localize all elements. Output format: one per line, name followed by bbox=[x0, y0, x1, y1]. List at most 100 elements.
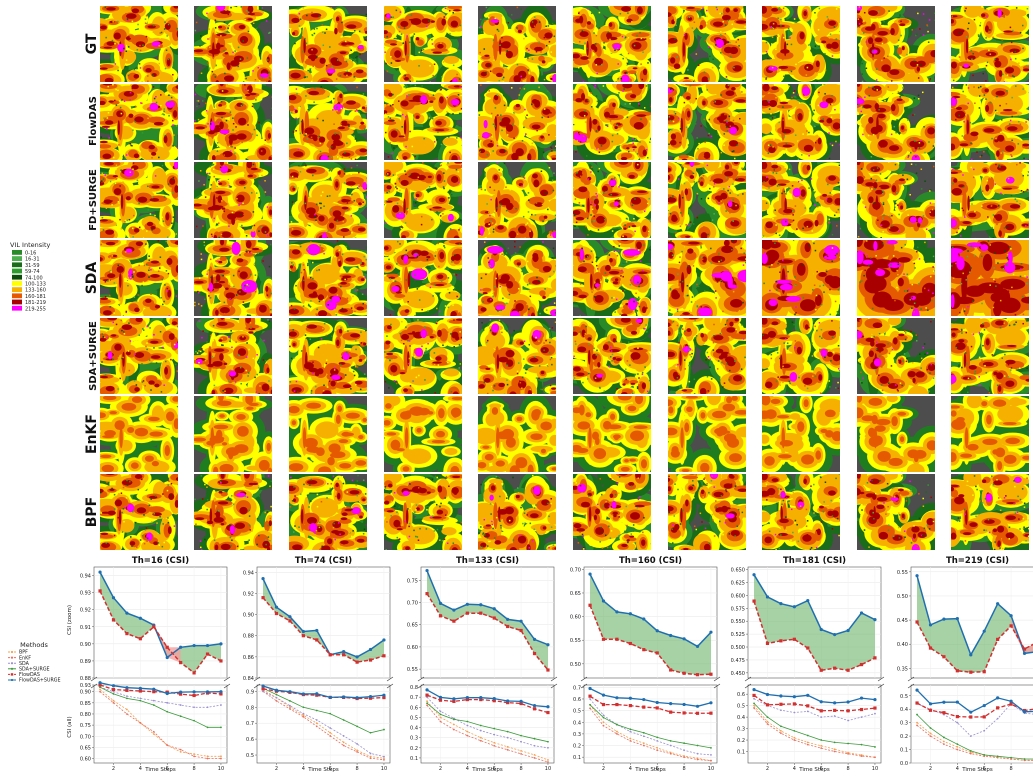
data-point bbox=[930, 733, 932, 735]
data-point bbox=[153, 733, 155, 735]
data-point bbox=[343, 745, 345, 747]
data-point bbox=[382, 638, 385, 641]
full-ytick-label: 0.80 bbox=[80, 712, 91, 718]
data-point bbox=[356, 725, 358, 727]
data-point bbox=[603, 725, 605, 727]
data-point bbox=[343, 719, 345, 721]
data-point bbox=[793, 737, 795, 739]
colorbar-label: 181-219 bbox=[25, 300, 46, 306]
radar-frame-gt-6 bbox=[556, 0, 669, 92]
data-point bbox=[452, 697, 455, 700]
data-point bbox=[956, 746, 958, 748]
data-point bbox=[520, 750, 522, 752]
data-point bbox=[997, 718, 999, 720]
data-point bbox=[275, 606, 278, 609]
row-label-enkf: EnKF bbox=[84, 414, 100, 454]
xaxis-label: Time Steps bbox=[961, 767, 993, 773]
full-ytick-label: 0.6 bbox=[410, 705, 418, 711]
full-ytick-label: 0.7 bbox=[410, 695, 418, 701]
data-point bbox=[943, 741, 945, 743]
legend-item-enkf: EnKF bbox=[19, 655, 31, 661]
data-point bbox=[656, 706, 659, 709]
data-point bbox=[766, 693, 769, 696]
colorbar-swatch bbox=[12, 287, 22, 292]
data-point bbox=[779, 694, 782, 697]
full-ytick-label: 0.6 bbox=[737, 692, 745, 698]
data-point bbox=[753, 702, 755, 704]
colorbar-label: 74-100 bbox=[25, 275, 43, 281]
data-point bbox=[289, 700, 291, 702]
data-point bbox=[356, 749, 358, 751]
colorbar-label: 133-160 bbox=[25, 288, 46, 294]
full-ytick-label: 0.6 bbox=[246, 737, 254, 743]
xtick-label: 2 bbox=[602, 766, 605, 772]
data-point bbox=[439, 602, 442, 605]
data-point bbox=[440, 717, 442, 719]
data-point bbox=[534, 745, 536, 747]
data-point bbox=[588, 687, 591, 690]
radar-frame-flowdas-7 bbox=[647, 67, 769, 177]
zoom-ytick-label: 0.60 bbox=[407, 645, 418, 651]
data-point bbox=[493, 616, 496, 619]
data-point bbox=[466, 612, 469, 615]
data-point bbox=[629, 697, 632, 700]
data-point bbox=[942, 711, 945, 714]
data-point bbox=[180, 704, 182, 706]
data-point bbox=[466, 696, 469, 699]
zoom-ytick-label: 0.45 bbox=[897, 618, 908, 624]
data-point bbox=[874, 756, 876, 758]
colorbar-label: 219-255 bbox=[25, 306, 46, 312]
data-point bbox=[547, 761, 549, 763]
data-point bbox=[153, 704, 155, 706]
data-point bbox=[956, 715, 959, 718]
data-point bbox=[930, 735, 932, 737]
data-point bbox=[180, 715, 182, 717]
data-point bbox=[370, 753, 372, 755]
data-point bbox=[820, 739, 822, 741]
data-point bbox=[425, 569, 428, 572]
data-point bbox=[956, 617, 959, 620]
data-point bbox=[969, 715, 972, 718]
data-point bbox=[289, 705, 291, 707]
data-point bbox=[112, 618, 115, 621]
radar-frame-bpf-9 bbox=[835, 458, 953, 564]
chart-panel-2: Th=74 (CSI)0.940.920.900.880.860.840.90.… bbox=[243, 556, 393, 773]
data-point bbox=[943, 737, 945, 739]
data-point bbox=[696, 705, 699, 708]
data-point bbox=[996, 696, 999, 699]
data-point bbox=[603, 714, 605, 716]
ylabel-all: CSI (all) bbox=[67, 716, 73, 737]
data-point bbox=[847, 753, 849, 755]
data-point bbox=[370, 732, 372, 734]
data-point bbox=[302, 630, 305, 633]
data-point bbox=[166, 646, 169, 649]
data-point bbox=[342, 695, 345, 698]
data-point bbox=[766, 703, 769, 706]
full-ytick-label: 0.65 bbox=[80, 745, 91, 751]
zoom-ytick-label: 0.55 bbox=[407, 667, 418, 673]
data-point bbox=[956, 743, 958, 745]
data-point bbox=[315, 692, 318, 695]
data-point bbox=[425, 592, 428, 595]
radar-frame-flowdas-6 bbox=[555, 68, 666, 170]
data-point bbox=[696, 712, 699, 715]
data-point bbox=[846, 669, 849, 672]
full-ytick-label: 0.8 bbox=[246, 705, 254, 711]
colorbar-title: VIL Intensity bbox=[10, 241, 50, 249]
data-point bbox=[629, 612, 632, 615]
data-point bbox=[139, 637, 142, 640]
radar-frame-sda-surge-2 bbox=[174, 300, 286, 410]
data-point bbox=[112, 688, 115, 691]
data-point bbox=[697, 753, 699, 755]
zoom-axes-frame bbox=[94, 567, 227, 678]
data-point bbox=[125, 612, 128, 615]
data-point bbox=[588, 604, 591, 607]
zoom-ytick-label: 0.89 bbox=[80, 659, 91, 665]
data-point bbox=[519, 629, 522, 632]
data-point bbox=[520, 735, 522, 737]
colorbar-swatch bbox=[12, 300, 22, 305]
data-point bbox=[329, 713, 331, 715]
data-point bbox=[220, 726, 222, 728]
data-point bbox=[426, 702, 428, 704]
xaxis-label: Time Steps bbox=[798, 767, 830, 773]
